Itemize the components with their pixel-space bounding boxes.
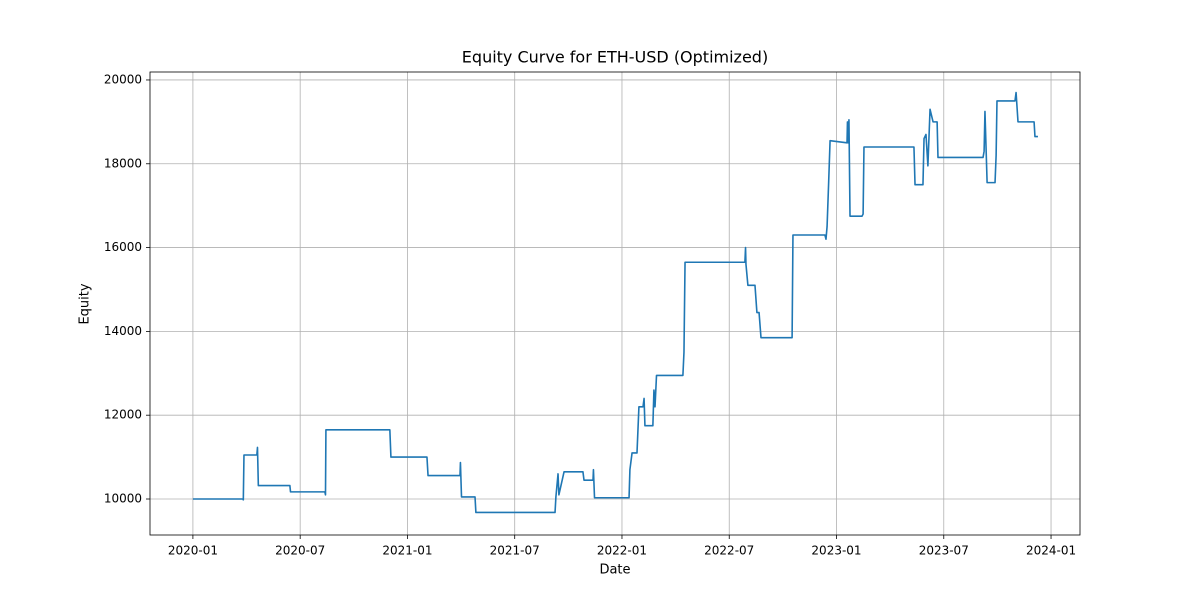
plot-frame	[149, 71, 1081, 536]
x-tick-label: 2022-07	[704, 544, 754, 558]
x-tick-label: 2024-01	[1026, 544, 1076, 558]
x-tick-label: 2022-01	[597, 544, 647, 558]
y-tick-label: 10000	[104, 492, 142, 506]
y-tick-label: 14000	[104, 324, 142, 338]
x-tick-label: 2020-07	[275, 544, 325, 558]
equity-line	[192, 91, 1038, 514]
y-tick-label: 20000	[104, 72, 142, 86]
y-tick-label: 16000	[104, 240, 142, 254]
chart-title: Equity Curve for ETH-USD (Optimized)	[462, 48, 768, 67]
x-axis-label: Date	[599, 563, 630, 578]
x-tick-label: 2020-01	[168, 544, 218, 558]
x-tick-label: 2023-07	[919, 544, 969, 558]
y-axis-label: Equity	[78, 283, 93, 324]
x-tick-label: 2021-01	[382, 544, 432, 558]
y-tick-label: 12000	[104, 408, 142, 422]
x-tick-label: 2021-07	[490, 544, 540, 558]
y-tick-label: 18000	[104, 156, 142, 170]
x-tick-label: 2023-01	[811, 544, 861, 558]
